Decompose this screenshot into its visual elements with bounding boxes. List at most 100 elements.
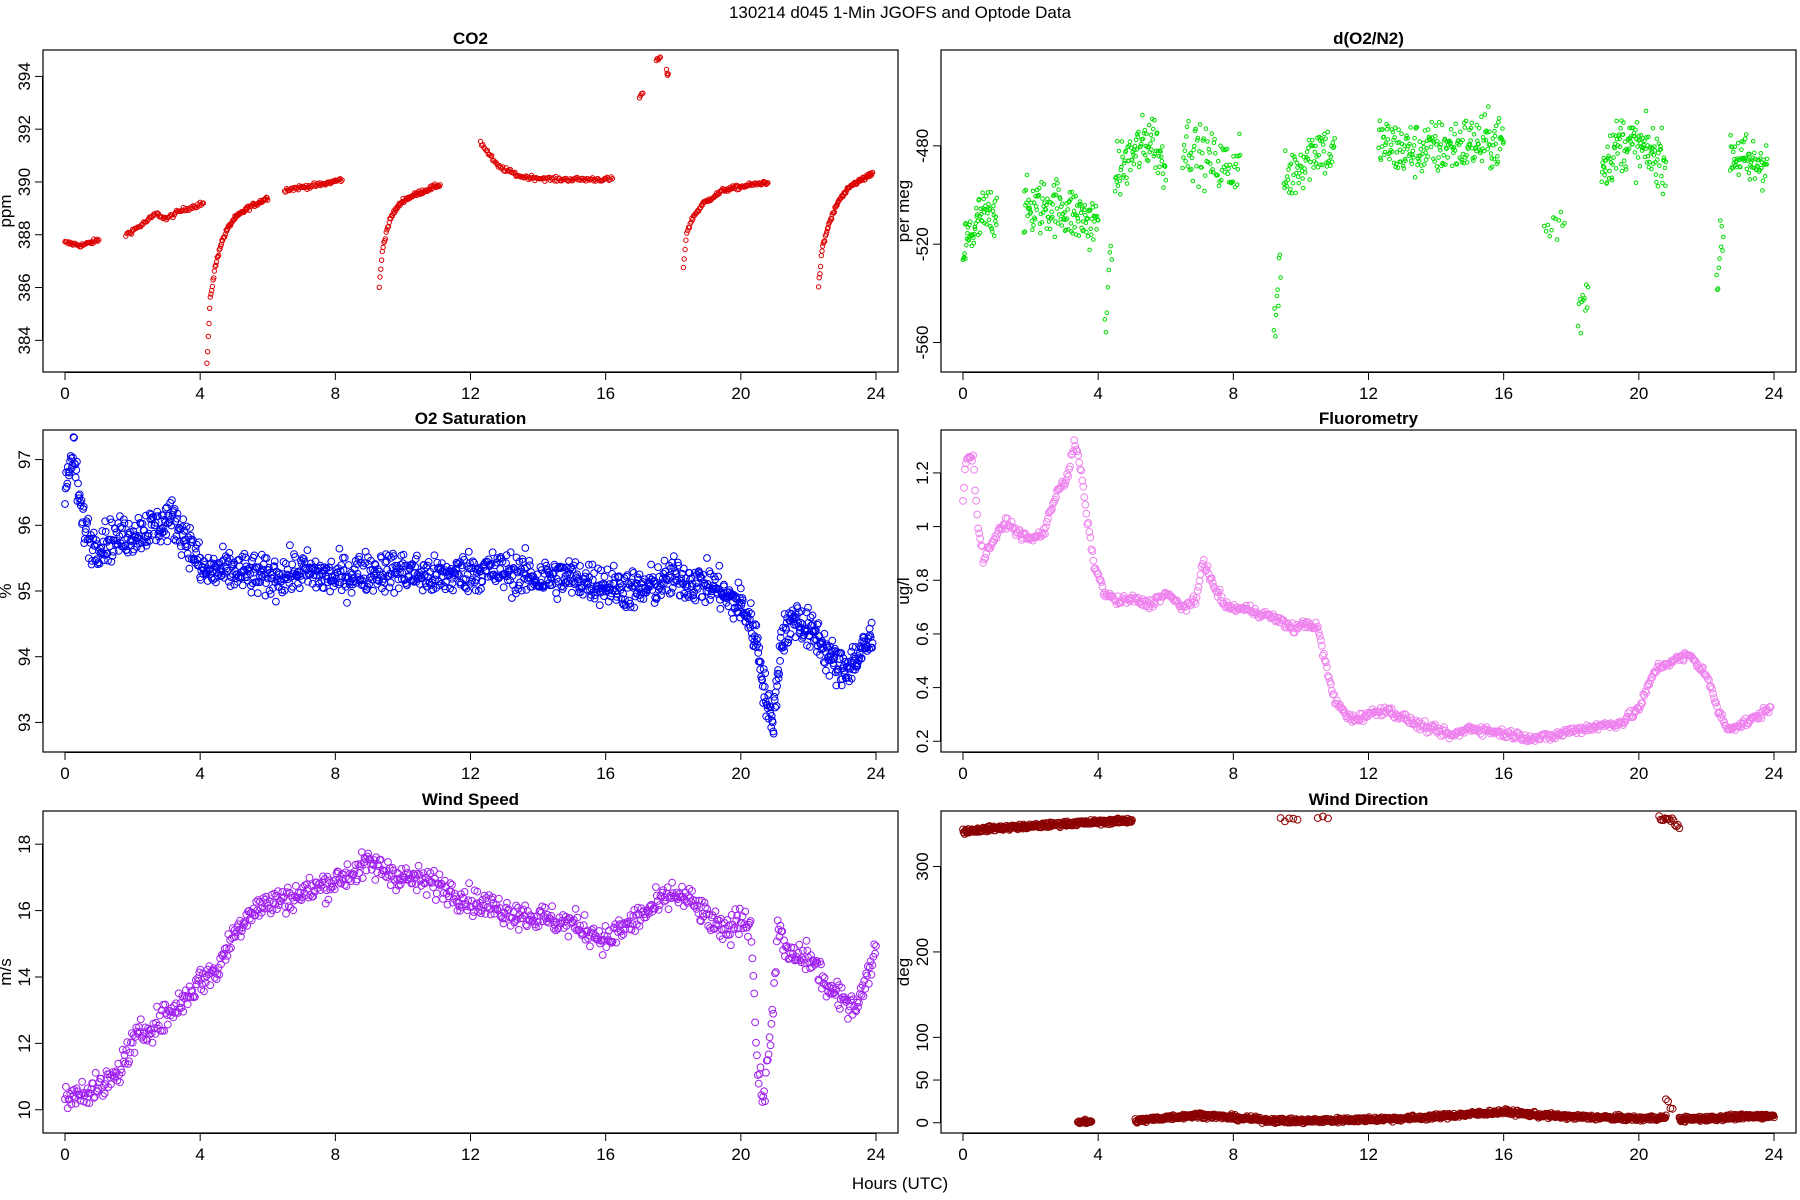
data-point <box>1453 121 1458 127</box>
data-point <box>1320 649 1328 658</box>
data-point <box>1416 153 1421 159</box>
data-point <box>1185 164 1190 169</box>
data-point <box>471 586 480 595</box>
y-tick-label: 18 <box>15 835 34 854</box>
data-point <box>237 572 246 581</box>
data-point <box>1124 175 1129 181</box>
data-point <box>1715 286 1721 291</box>
data-point <box>1302 170 1308 175</box>
data-point <box>94 558 103 567</box>
data-point <box>1161 185 1166 190</box>
data-point <box>1087 208 1093 213</box>
data-point <box>1024 200 1029 206</box>
data-point <box>687 574 696 583</box>
data-point <box>387 553 396 562</box>
data-series <box>960 104 1770 339</box>
x-tick-label: 24 <box>867 1145 886 1164</box>
data-point <box>1064 216 1070 221</box>
data-point <box>1132 143 1138 149</box>
data-point <box>1331 144 1337 149</box>
data-point <box>1493 141 1498 147</box>
data-point <box>1604 180 1610 185</box>
data-point <box>668 878 676 887</box>
data-point <box>1320 142 1326 147</box>
data-point <box>435 581 444 590</box>
data-point <box>784 638 792 647</box>
data-point <box>424 558 433 566</box>
data-point <box>309 565 318 573</box>
data-point <box>1152 117 1157 123</box>
data-point <box>240 549 249 558</box>
data-point <box>191 544 200 553</box>
y-tick-label: 96 <box>15 516 34 535</box>
data-point <box>1079 206 1085 212</box>
data-point <box>206 320 212 327</box>
data-point <box>652 883 660 891</box>
data-point <box>1203 126 1209 131</box>
data-point <box>777 627 785 636</box>
data-point <box>79 502 88 511</box>
data-point <box>1642 154 1648 160</box>
data-point <box>1444 146 1449 152</box>
data-point <box>1182 148 1188 153</box>
data-point <box>1621 158 1627 163</box>
data-series <box>959 812 1778 1128</box>
data-point <box>751 620 760 629</box>
data-point <box>1434 164 1440 169</box>
data-point <box>1275 287 1280 293</box>
data-point <box>1650 126 1656 131</box>
data-point <box>825 671 834 680</box>
data-point <box>1584 305 1590 310</box>
data-point <box>1121 173 1126 178</box>
x-tick-label: 24 <box>867 764 886 783</box>
data-point <box>1720 248 1725 253</box>
data-point <box>1627 136 1633 141</box>
data-point <box>1585 284 1591 290</box>
data-point <box>978 206 983 212</box>
data-point <box>163 537 172 546</box>
y-tick-label: 0.4 <box>913 676 932 700</box>
data-point <box>1124 181 1130 186</box>
data-point <box>1154 130 1160 135</box>
data-point <box>1454 162 1460 167</box>
data-point <box>1419 168 1425 174</box>
data-point <box>422 891 431 899</box>
y-tick-label: -520 <box>913 227 932 261</box>
data-point <box>611 573 619 582</box>
data-point <box>1191 147 1196 153</box>
data-point <box>1489 156 1494 161</box>
data-point <box>1105 285 1111 290</box>
data-point <box>84 514 93 523</box>
data-point <box>970 465 978 474</box>
data-point <box>192 540 201 549</box>
data-point <box>1205 139 1210 144</box>
data-point <box>460 555 469 564</box>
data-point <box>1272 306 1277 311</box>
data-point <box>672 569 681 577</box>
data-point <box>1408 158 1414 164</box>
data-point <box>689 591 697 600</box>
data-point <box>1500 126 1505 131</box>
data-point <box>654 563 662 572</box>
data-point <box>1135 134 1141 139</box>
data-point <box>168 496 176 505</box>
data-point <box>1395 165 1401 171</box>
data-point <box>1472 154 1477 160</box>
data-point <box>994 195 1000 201</box>
data-point <box>616 585 625 594</box>
data-point <box>1235 167 1241 172</box>
data-point <box>1296 180 1302 186</box>
data-point <box>1399 131 1404 136</box>
data-point <box>1381 134 1387 140</box>
data-point <box>1052 493 1060 502</box>
x-tick-label: 4 <box>195 1145 204 1164</box>
y-axis-label: ppm <box>0 194 15 227</box>
data-point <box>1273 312 1279 318</box>
x-tick-label: 20 <box>1629 1145 1648 1164</box>
data-point <box>1211 140 1217 146</box>
data-point <box>1117 192 1123 197</box>
data-point <box>1605 144 1610 150</box>
x-tick-label: 4 <box>195 384 204 403</box>
data-point <box>738 596 747 605</box>
